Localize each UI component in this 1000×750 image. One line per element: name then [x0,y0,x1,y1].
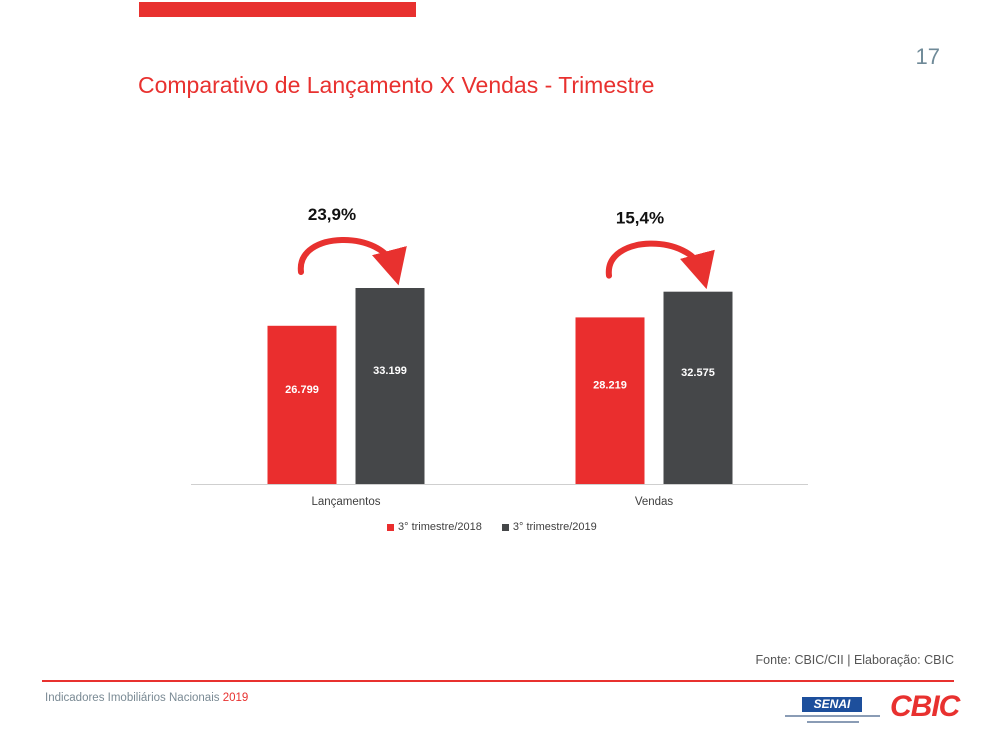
senai-logo-tagline-line-2 [807,721,859,723]
footer-text: Indicadores Imobiliários Nacionais 2019 [45,692,248,704]
category-label: Vendas [635,496,674,508]
top-accent-bar [139,2,416,17]
page-title: Comparativo de Lançamento X Vendas - Tri… [138,72,655,98]
growth-percentage: 15,4% [616,209,664,228]
footer-divider [42,680,954,682]
page-number: 17 [915,44,940,69]
growth-percentage: 23,9% [308,205,356,224]
legend-swatch-2018 [387,523,394,531]
cbic-logo: CBIC [890,690,960,723]
legend-label-2019: 3° trimestre/2019 [512,521,597,533]
bar-lançamentos-2019 [355,288,425,484]
data-label: 28.219 [593,380,627,392]
growth-arrow [605,240,715,290]
data-label: 33.199 [373,365,407,377]
category-label: Lançamentos [311,496,380,508]
data-label: 26.799 [285,384,319,396]
senai-logo-wordmark: SENAI [802,697,862,712]
senai-logo-tagline-line [785,715,880,717]
footer-label: Indicadores Imobiliários Nacionais [45,692,220,704]
growth-arrow [297,237,407,286]
bar-lançamentos-2018 [267,325,337,484]
chart-legend: 3° trimestre/2018 3° trimestre/2019 [387,521,597,533]
data-label: 32.575 [681,367,715,379]
legend-item-2019: 3° trimestre/2019 [501,521,597,533]
bar-vendas-2019 [663,291,733,484]
legend-label-2018: 3° trimestre/2018 [398,521,482,533]
bar-vendas-2018 [575,317,645,484]
source-note: Fonte: CBIC/CII | Elaboração: CBIC [755,653,954,667]
legend-swatch-2019 [501,523,509,531]
footer-year: 2019 [222,692,249,704]
legend-item-2018: 3° trimestre/2018 [387,521,482,533]
senai-logo: SENAI [785,697,880,733]
